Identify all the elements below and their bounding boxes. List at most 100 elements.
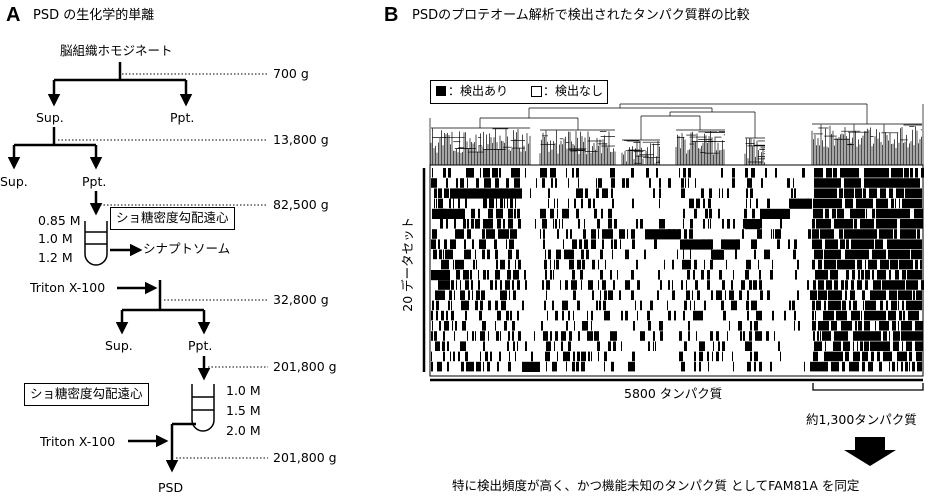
heatmap-cell bbox=[899, 198, 900, 209]
heatmap-cell bbox=[490, 229, 491, 239]
heatmap-cell bbox=[647, 310, 650, 321]
heatmap-cell bbox=[440, 361, 442, 372]
heatmap-cell bbox=[859, 259, 860, 270]
heatmap-cell bbox=[847, 249, 849, 260]
heatmap-cell bbox=[598, 351, 599, 362]
heatmap-cell bbox=[821, 239, 822, 249]
heatmap-cell bbox=[569, 249, 571, 260]
heatmap-cell bbox=[469, 229, 470, 239]
heatmap-cell bbox=[672, 290, 675, 300]
heatmap-cell bbox=[845, 290, 847, 300]
heatmap-cell bbox=[447, 341, 449, 351]
heatmap-cell bbox=[882, 178, 885, 188]
heatmap-cell bbox=[850, 178, 853, 188]
heatmap-cell bbox=[716, 351, 719, 362]
heatmap-cell bbox=[438, 198, 440, 209]
heatmap-cell bbox=[908, 321, 909, 331]
heatmap-cell bbox=[794, 321, 795, 331]
heatmap-cell bbox=[496, 178, 497, 188]
heatmap-cell bbox=[727, 219, 730, 229]
heatmap-cell bbox=[867, 198, 868, 209]
heatmap-cell bbox=[491, 208, 492, 219]
heatmap-cell bbox=[491, 229, 494, 239]
heatmap-cell bbox=[857, 280, 858, 290]
heatmap-block bbox=[522, 361, 540, 372]
heatmap-cell bbox=[441, 290, 443, 300]
heatmap-cell bbox=[614, 239, 617, 249]
heatmap-cell bbox=[851, 239, 854, 249]
heatmap-cell bbox=[702, 351, 703, 362]
heatmap-cell bbox=[664, 259, 665, 270]
heatmap-cell bbox=[825, 290, 826, 300]
heatmap-cell bbox=[443, 351, 445, 362]
heatmap-cell bbox=[877, 351, 880, 362]
heatmap-cell bbox=[900, 229, 901, 239]
heatmap-cell bbox=[861, 310, 862, 321]
gradient-box-1: ショ糖密度勾配遠心 bbox=[110, 207, 235, 230]
heatmap-cell bbox=[886, 321, 889, 331]
g-force-5: 201,800 g bbox=[273, 359, 337, 374]
heatmap-cell bbox=[831, 229, 834, 239]
heatmap-cell bbox=[577, 351, 580, 362]
heatmap-cell bbox=[731, 280, 733, 290]
heatmap-cell bbox=[892, 188, 893, 198]
heatmap-cell bbox=[688, 259, 691, 270]
heatmap-cell bbox=[909, 361, 910, 372]
heatmap-cell bbox=[485, 351, 488, 362]
heatmap-cell bbox=[443, 331, 445, 341]
heatmap-cell bbox=[566, 249, 569, 260]
heatmap-cell bbox=[515, 270, 518, 280]
heatmap-cell bbox=[512, 331, 514, 341]
heatmap-cell bbox=[466, 310, 467, 321]
legend bbox=[430, 80, 608, 104]
heatmap-cell bbox=[462, 178, 464, 188]
heatmap-cell bbox=[707, 351, 709, 362]
heatmap-cell bbox=[835, 249, 838, 260]
heatmap-cell bbox=[468, 168, 471, 178]
heatmap-cell bbox=[716, 290, 719, 300]
heatmap-cell bbox=[501, 300, 502, 311]
heatmap-cell bbox=[837, 341, 839, 351]
heatmap-cell bbox=[438, 188, 440, 198]
heatmap-cell bbox=[685, 341, 687, 351]
heatmap-cell bbox=[853, 331, 856, 341]
heatmap-cell bbox=[729, 290, 732, 300]
heatmap-cell bbox=[863, 300, 864, 311]
heatmap-cell bbox=[814, 188, 815, 198]
heatmap-cell bbox=[853, 341, 854, 351]
heatmap-cell bbox=[681, 331, 682, 341]
heatmap-cell bbox=[882, 168, 883, 178]
heatmap-cell bbox=[895, 249, 898, 260]
heatmap-cell bbox=[844, 178, 847, 188]
heatmap-cell bbox=[741, 280, 742, 290]
heatmap-cell bbox=[857, 259, 859, 270]
heatmap-cell bbox=[602, 280, 603, 290]
heatmap-cell bbox=[510, 198, 513, 209]
heatmap-cell bbox=[915, 249, 918, 260]
gradient-2-conc-1: 1.0 M bbox=[226, 383, 261, 398]
heatmap-cell bbox=[893, 219, 895, 229]
heatmap-cell bbox=[835, 178, 836, 188]
heatmap-cell bbox=[475, 219, 476, 229]
heatmap-cell bbox=[502, 290, 504, 300]
heatmap-cell bbox=[818, 280, 821, 290]
heatmap-cell bbox=[848, 259, 849, 270]
heatmap-cell bbox=[865, 300, 867, 311]
heatmap-cell bbox=[470, 270, 472, 280]
heatmap-cell bbox=[686, 280, 687, 290]
heatmap-cell bbox=[497, 178, 499, 188]
heatmap-cell bbox=[828, 259, 831, 270]
heatmap-cell bbox=[754, 361, 756, 372]
heatmap-cell bbox=[895, 300, 897, 311]
heatmap-cell bbox=[581, 351, 583, 362]
heatmap-cell bbox=[519, 280, 520, 290]
heatmap-cell bbox=[820, 249, 823, 260]
heatmap-cell bbox=[780, 219, 782, 229]
heatmap-cell bbox=[840, 290, 842, 300]
heatmap-cell bbox=[751, 300, 754, 311]
heatmap-cell bbox=[819, 361, 820, 372]
heatmap-cell bbox=[862, 208, 865, 219]
heatmap-cell bbox=[902, 300, 903, 311]
heatmap-cell bbox=[849, 300, 850, 311]
heatmap-cell bbox=[875, 249, 878, 260]
